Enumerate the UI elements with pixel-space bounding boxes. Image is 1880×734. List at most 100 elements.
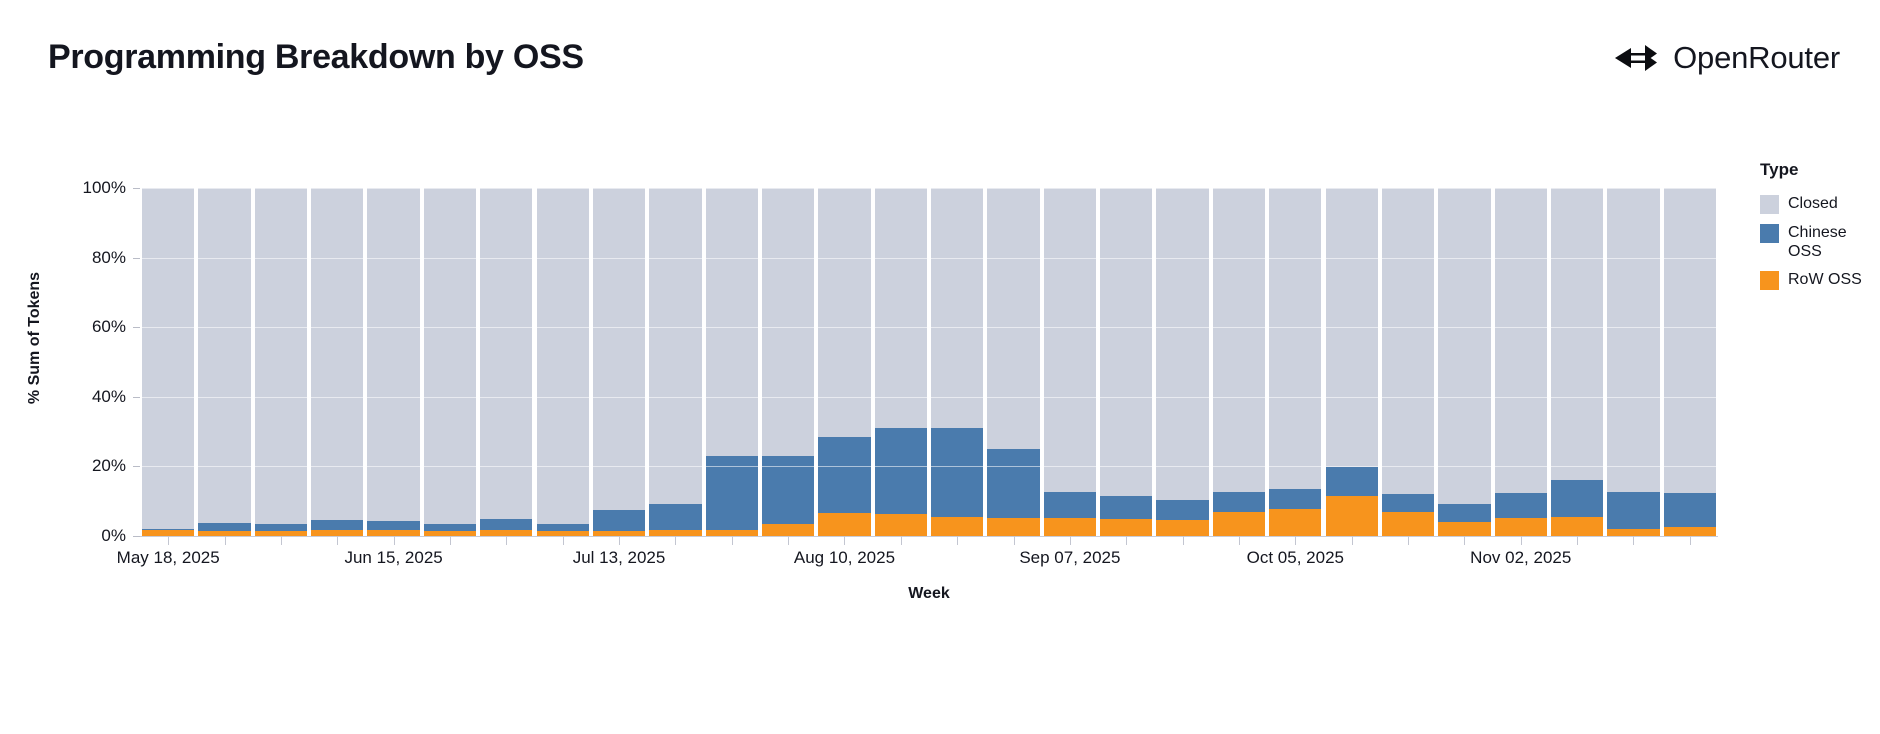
bar-segment-chinese-oss[interactable] — [1269, 488, 1322, 509]
chart-bar[interactable] — [592, 188, 646, 536]
bar-segment-closed[interactable] — [1043, 188, 1097, 493]
bar-segment-chinese-oss[interactable] — [931, 428, 984, 517]
bar-segment-closed[interactable] — [705, 188, 758, 456]
bar-segment-row-oss[interactable] — [1212, 511, 1266, 536]
bar-segment-chinese-oss[interactable] — [142, 529, 195, 531]
bar-segment-chinese-oss[interactable] — [480, 518, 533, 531]
bar-segment-row-oss[interactable] — [1607, 529, 1660, 536]
bar-segment-row-oss[interactable] — [142, 530, 195, 536]
bar-segment-chinese-oss[interactable] — [536, 523, 589, 532]
bar-segment-closed[interactable] — [1381, 188, 1435, 495]
chart-bar[interactable] — [1043, 188, 1097, 536]
bar-segment-chinese-oss[interactable] — [1156, 500, 1209, 520]
bar-segment-row-oss[interactable] — [1325, 495, 1378, 536]
chart-bar[interactable] — [761, 188, 815, 536]
bar-segment-chinese-oss[interactable] — [367, 520, 420, 531]
bar-segment-closed[interactable] — [254, 188, 308, 524]
bar-segment-closed[interactable] — [1100, 188, 1153, 496]
chart-bar[interactable] — [818, 188, 871, 536]
bar-segment-closed[interactable] — [198, 188, 251, 524]
bar-segment-row-oss[interactable] — [198, 531, 251, 536]
chart-bar[interactable] — [1381, 188, 1435, 536]
bar-segment-closed[interactable] — [1607, 188, 1660, 492]
bar-segment-closed[interactable] — [1494, 188, 1547, 493]
chart-bar[interactable] — [1550, 188, 1604, 536]
bar-segment-chinese-oss[interactable] — [705, 455, 758, 531]
bar-segment-row-oss[interactable] — [1550, 517, 1604, 536]
bar-segment-closed[interactable] — [987, 188, 1040, 449]
chart-bar[interactable] — [874, 188, 927, 536]
chart-bar[interactable] — [649, 188, 702, 536]
bar-segment-chinese-oss[interactable] — [1212, 492, 1266, 512]
chart-bar[interactable] — [423, 188, 477, 536]
bar-segment-row-oss[interactable] — [1100, 518, 1153, 536]
bar-segment-row-oss[interactable] — [1663, 526, 1716, 536]
bar-segment-closed[interactable] — [649, 188, 702, 504]
chart-bar[interactable] — [931, 188, 984, 536]
bar-segment-row-oss[interactable] — [649, 529, 702, 536]
bar-segment-row-oss[interactable] — [987, 517, 1040, 536]
bar-segment-row-oss[interactable] — [1156, 519, 1209, 536]
bar-segment-row-oss[interactable] — [1438, 522, 1491, 536]
bar-segment-closed[interactable] — [480, 188, 533, 519]
chart-bar[interactable] — [1663, 188, 1716, 536]
bar-segment-chinese-oss[interactable] — [198, 523, 251, 532]
bar-segment-closed[interactable] — [311, 188, 364, 520]
bar-segment-row-oss[interactable] — [367, 530, 420, 536]
bar-segment-row-oss[interactable] — [705, 530, 758, 536]
bar-segment-chinese-oss[interactable] — [1494, 492, 1547, 518]
bar-segment-chinese-oss[interactable] — [1438, 503, 1491, 523]
bar-segment-closed[interactable] — [367, 188, 420, 521]
bar-segment-chinese-oss[interactable] — [1663, 492, 1716, 527]
chart-bar[interactable] — [1156, 188, 1209, 536]
bar-segment-chinese-oss[interactable] — [423, 523, 477, 532]
bar-segment-row-oss[interactable] — [1269, 508, 1322, 536]
bar-segment-chinese-oss[interactable] — [1043, 492, 1097, 519]
bar-segment-chinese-oss[interactable] — [311, 520, 364, 530]
bar-segment-chinese-oss[interactable] — [1100, 495, 1153, 519]
bar-segment-chinese-oss[interactable] — [1607, 491, 1660, 530]
chart-bar[interactable] — [705, 188, 758, 536]
chart-bar[interactable] — [536, 188, 589, 536]
chart-bar[interactable] — [987, 188, 1040, 536]
bar-segment-chinese-oss[interactable] — [1325, 466, 1378, 496]
bar-segment-row-oss[interactable] — [874, 514, 927, 536]
bar-segment-closed[interactable] — [818, 188, 871, 437]
bar-segment-closed[interactable] — [1325, 188, 1378, 467]
bar-segment-closed[interactable] — [1212, 188, 1266, 493]
bar-segment-closed[interactable] — [1156, 188, 1209, 501]
bar-segment-row-oss[interactable] — [1043, 518, 1097, 536]
chart-bar[interactable] — [311, 188, 364, 536]
bar-segment-row-oss[interactable] — [311, 529, 364, 536]
chart-bar[interactable] — [1607, 188, 1660, 536]
bar-segment-chinese-oss[interactable] — [987, 449, 1040, 518]
bar-segment-row-oss[interactable] — [761, 524, 815, 536]
bar-segment-chinese-oss[interactable] — [1550, 479, 1604, 518]
chart-bar[interactable] — [1212, 188, 1266, 536]
chart-bar[interactable] — [142, 188, 195, 536]
chart-bar[interactable] — [254, 188, 308, 536]
chart-bar[interactable] — [198, 188, 251, 536]
bar-segment-chinese-oss[interactable] — [592, 509, 646, 531]
chart-bar[interactable] — [480, 188, 533, 536]
bar-segment-row-oss[interactable] — [1494, 517, 1547, 536]
bar-segment-closed[interactable] — [1550, 188, 1604, 480]
legend-item[interactable]: RoW OSS — [1760, 270, 1880, 290]
bar-segment-row-oss[interactable] — [931, 516, 984, 536]
bar-segment-closed[interactable] — [592, 188, 646, 510]
bar-segment-row-oss[interactable] — [818, 513, 871, 536]
bar-segment-closed[interactable] — [761, 188, 815, 456]
legend-item[interactable]: Chinese OSS — [1760, 223, 1880, 261]
chart-bar[interactable] — [1438, 188, 1491, 536]
bar-segment-closed[interactable] — [1438, 188, 1491, 504]
chart-bar[interactable] — [1494, 188, 1547, 536]
chart-bar[interactable] — [1100, 188, 1153, 536]
bar-segment-row-oss[interactable] — [1381, 512, 1435, 536]
chart-bar[interactable] — [1269, 188, 1322, 536]
bar-segment-row-oss[interactable] — [480, 530, 533, 536]
bar-segment-chinese-oss[interactable] — [254, 523, 308, 532]
chart-bar[interactable] — [367, 188, 420, 536]
bar-segment-row-oss[interactable] — [592, 530, 646, 536]
bar-segment-chinese-oss[interactable] — [874, 428, 927, 515]
bar-segment-row-oss[interactable] — [536, 531, 589, 536]
